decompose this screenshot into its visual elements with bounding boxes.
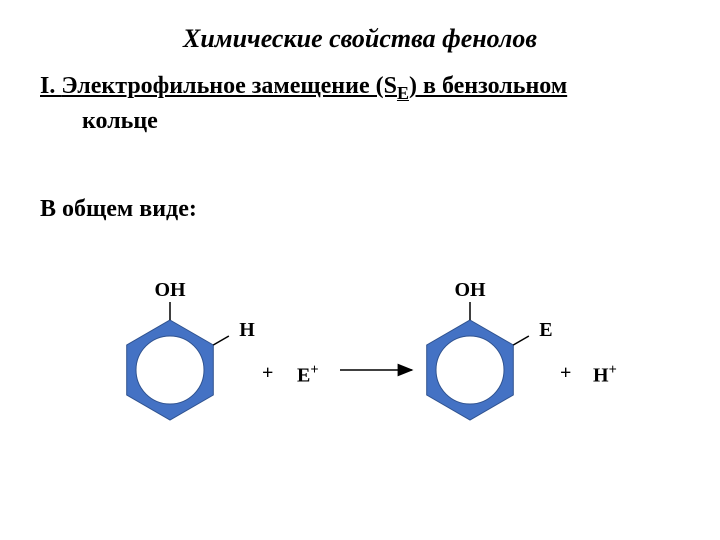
reaction-diagram: OHHOHE + E+ + H+ (40, 250, 680, 470)
reaction-svg: OH H OH E (40, 250, 680, 470)
general-label: В общем виде: (40, 196, 197, 223)
electrophile-label: E+ (297, 362, 319, 388)
electrophile-sup: + (310, 362, 318, 378)
svg-text:OH: OH (154, 279, 186, 301)
page-title: Химические свойства фенолов (0, 24, 720, 54)
section-prefix: I. (40, 73, 61, 99)
svg-text:OH: OH (454, 279, 486, 301)
section-line2: кольце (40, 105, 158, 137)
leaving-sup: + (609, 362, 617, 378)
plus-reagent: + (262, 362, 273, 385)
leaving-base: H (593, 365, 609, 387)
plus-product: + (560, 362, 571, 385)
section-line1b: ) в бензольном (409, 73, 567, 99)
leaving-group-label: H+ (593, 362, 617, 388)
electrophile-base: E (297, 365, 310, 387)
section-line1a: Электрофильное замещение (S (61, 73, 397, 99)
slide-page: Химические свойства фенолов I. Электрофи… (0, 0, 720, 540)
section-subscript: E (397, 83, 409, 103)
svg-text:H: H (239, 319, 255, 341)
section-heading: I. Электрофильное замещение (SE) в бензо… (40, 70, 680, 137)
svg-text:E: E (539, 319, 552, 341)
